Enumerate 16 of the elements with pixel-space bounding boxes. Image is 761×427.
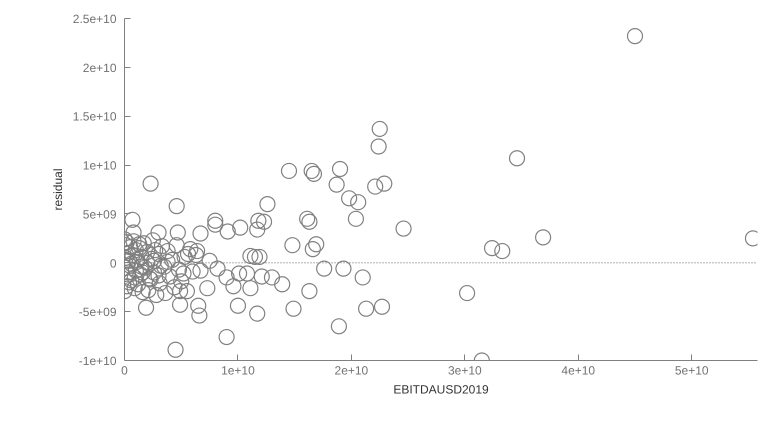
y-tick-label: 2e+10 <box>82 60 117 75</box>
x-tick-label: 1e+10 <box>221 364 256 378</box>
y-tick-label: 1e+10 <box>82 158 117 173</box>
x-tick-label: 4e+10 <box>561 364 596 378</box>
x-axis-title: EBITDAUSD2019 <box>393 382 490 396</box>
y-tick-label: 2.5e+10 <box>72 12 117 26</box>
y-tick-label: 1.5e+10 <box>72 110 117 124</box>
y-tick-label: -5e+09 <box>78 305 117 320</box>
y-tick-label: -1e+10 <box>78 354 117 368</box>
x-tick-label: 2e+10 <box>334 364 369 378</box>
x-tick-label: 0 <box>121 364 128 378</box>
y-tick-label: 5e+09 <box>82 207 117 222</box>
x-tick-label: 5e+10 <box>674 364 709 378</box>
y-axis-title: residual <box>50 168 65 211</box>
x-tick-label: 3e+10 <box>448 364 482 378</box>
y-tick-label: 0 <box>110 256 117 270</box>
